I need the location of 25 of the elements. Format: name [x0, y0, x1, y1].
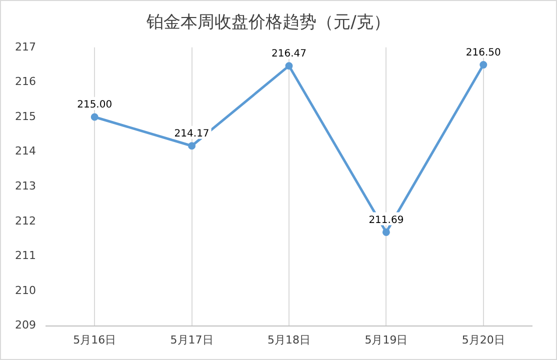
data-label: 214.17 — [174, 128, 210, 140]
y-tick-label: 212 — [14, 214, 36, 228]
y-tick-label: 214 — [14, 144, 36, 158]
point — [480, 61, 488, 69]
y-tick-label: 211 — [14, 249, 36, 262]
point — [188, 142, 196, 150]
point — [90, 113, 98, 121]
data-label: 211.69 — [368, 214, 404, 226]
x-tick-label: 5月19日 — [364, 333, 408, 346]
x-tick-label: 5月18日 — [268, 333, 310, 346]
chart-title: 铂金本周收盘价格趋势（元/克） — [146, 12, 390, 33]
point — [285, 62, 293, 70]
y-tick-label: 210 — [14, 284, 36, 297]
y-tick-label: 216 — [14, 75, 36, 88]
x-tick-label: 5月16日 — [73, 333, 116, 346]
data-label: 215.00 — [77, 100, 112, 111]
y-tick-label: 215 — [14, 110, 36, 123]
x-tick-label: 5月20日 — [462, 333, 505, 346]
y-tick-label: 217 — [14, 40, 36, 54]
y-tick-label: 213 — [14, 179, 36, 192]
point — [382, 228, 390, 236]
data-label: 216.47 — [272, 48, 306, 60]
x-tick-label: 5月17日 — [170, 333, 214, 346]
y-tick-label: 209 — [14, 318, 36, 332]
data-label: 216.50 — [466, 47, 501, 58]
